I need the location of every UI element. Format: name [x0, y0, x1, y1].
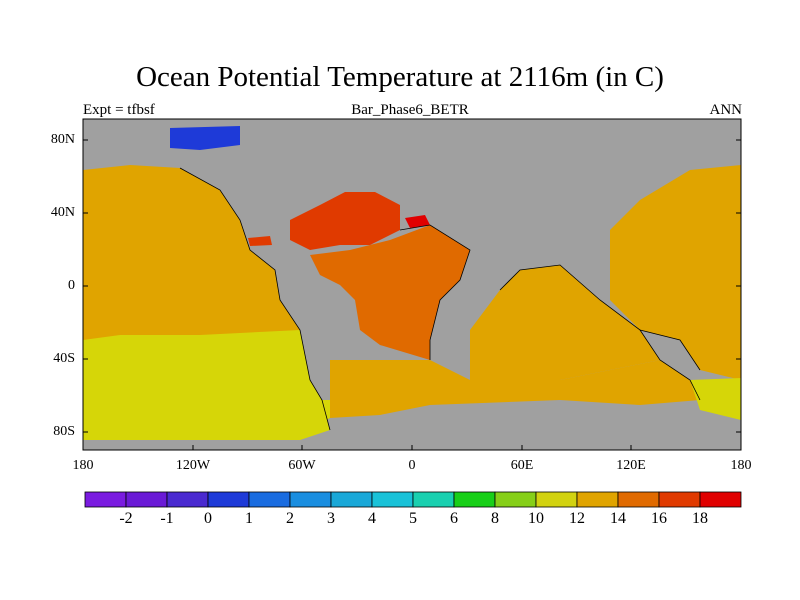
colorbar-swatch [453, 491, 496, 508]
colorbar-swatch [535, 491, 578, 508]
pacific-ocean [83, 330, 330, 440]
colorbar-label: 12 [569, 510, 585, 527]
lat-label-80s: 80S [53, 424, 75, 439]
east-southern [690, 378, 741, 420]
southern-strip [300, 400, 330, 430]
colorbar-label: 18 [692, 510, 708, 527]
lon-ticks [82, 445, 742, 450]
lon-label-180e: 180 [730, 458, 752, 473]
lon-label-180w: 180 [72, 458, 94, 473]
lon-label-60e: 60E [510, 458, 534, 473]
colorbar-label: 10 [528, 510, 544, 527]
colorbar-label: 14 [610, 510, 626, 527]
colorbar-label: 6 [450, 510, 458, 527]
chart-title: Ocean Potential Temperature at 2116m (in… [136, 61, 664, 93]
coastline-americas [179, 167, 331, 431]
lat-label-0: 0 [68, 278, 75, 293]
west-pacific [610, 165, 741, 380]
colorbar-swatch [699, 491, 742, 508]
lon-label-0: 0 [408, 458, 416, 473]
colorbar-swatch [330, 491, 373, 508]
colorbar-label: 5 [409, 510, 417, 527]
coastlines [179, 167, 701, 431]
indian-ocean [470, 265, 660, 390]
lon-label-120e: 120E [616, 458, 646, 473]
colorbar-label: 16 [651, 510, 667, 527]
lat-label-80n: 80N [50, 132, 75, 147]
south-atlantic [310, 225, 470, 360]
coastline-australia [639, 329, 701, 401]
lat-label-40s: 40S [53, 351, 75, 366]
colorbar-label: 4 [368, 510, 376, 527]
colorbar-swatch [207, 491, 250, 508]
north-atlantic [290, 192, 400, 250]
gulf-of-mexico [248, 236, 272, 246]
north-pacific [83, 165, 300, 340]
colorbar-label: 0 [204, 510, 212, 527]
ocean-regions [83, 126, 741, 440]
lon-label-60w: 60W [288, 458, 316, 473]
colorbar-swatch [166, 491, 209, 508]
colorbar-label: 8 [491, 510, 499, 527]
lat-label-40n: 40N [50, 205, 75, 220]
season-label: ANN [709, 102, 743, 118]
colorbar-swatch [125, 491, 168, 508]
colorbar-swatch [248, 491, 291, 508]
colorbar-swatch [658, 491, 701, 508]
mediterranean [405, 215, 430, 228]
coastline-asia [499, 264, 701, 371]
colorbar-label: -1 [160, 510, 174, 527]
southern-ocean [330, 360, 700, 418]
colorbar-label: 2 [286, 510, 294, 527]
colorbar [84, 491, 742, 508]
colorbar-label: 3 [327, 510, 335, 527]
colorbar-swatch [576, 491, 619, 508]
colorbar-swatch [412, 491, 455, 508]
colorbar-swatch [494, 491, 537, 508]
colorbar-label: -2 [119, 510, 133, 527]
lon-label-120w: 120W [175, 458, 211, 473]
case-label: Bar_Phase6_BETR [351, 102, 469, 118]
colorbar-swatch [371, 491, 414, 508]
experiment-label: Expt = tfbsf [83, 102, 155, 118]
coastline-africa [399, 224, 471, 360]
arctic-basin [170, 126, 240, 150]
colorbar-swatch [289, 491, 332, 508]
colorbar-label: 1 [245, 510, 253, 527]
colorbar-swatch [617, 491, 660, 508]
lat-ticks [83, 139, 741, 433]
colorbar-swatch [84, 491, 127, 508]
